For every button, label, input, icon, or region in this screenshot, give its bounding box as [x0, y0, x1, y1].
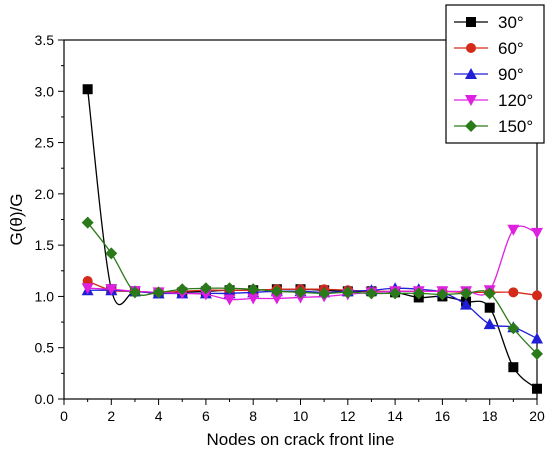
data-point	[81, 283, 94, 295]
data-point	[507, 322, 520, 335]
data-point	[412, 287, 425, 300]
legend-marker	[465, 120, 477, 132]
data-point	[341, 286, 354, 299]
legend-entry-1: 60°	[454, 39, 524, 58]
data-point	[389, 287, 402, 300]
data-point	[436, 288, 449, 301]
data-point	[223, 294, 236, 306]
data-point	[247, 283, 260, 296]
data-point	[152, 286, 165, 299]
data-point	[460, 287, 473, 300]
x-tick-label: 10	[293, 408, 309, 424]
x-tick-label: 0	[60, 408, 68, 424]
y-tick-label: 0.0	[35, 391, 55, 407]
x-axis: 0 2 4 6 8 10 12 14 16 18 20	[60, 399, 545, 424]
data-point	[531, 332, 543, 344]
x-tick-label: 14	[387, 408, 403, 424]
x-tick-label: 18	[482, 408, 498, 424]
legend-label: 60°	[498, 39, 524, 58]
data-point	[247, 293, 260, 305]
legend-entry-3: 120°	[454, 91, 533, 110]
x-tick-label: 8	[249, 408, 257, 424]
x-tick-label: 20	[529, 408, 545, 424]
legend-label: 30°	[498, 13, 524, 32]
data-point	[176, 283, 189, 296]
x-axis-title: Nodes on crack front line	[206, 430, 394, 449]
data-point	[270, 293, 283, 305]
data-point	[365, 287, 378, 300]
legend-label: 90°	[498, 65, 524, 84]
series-layer	[81, 84, 543, 394]
data-point	[532, 383, 542, 394]
legend-entry-2: 90°	[454, 65, 524, 84]
data-point	[483, 318, 496, 330]
y-tick-label: 2.0	[35, 186, 55, 202]
legend-marker	[465, 68, 477, 79]
data-point	[318, 287, 331, 300]
legend-label: 120°	[498, 91, 533, 110]
data-point	[507, 224, 520, 236]
series-4	[81, 216, 543, 360]
y-tick-label: 0.5	[35, 340, 55, 356]
data-point	[531, 347, 543, 360]
x-tick-label: 4	[155, 408, 163, 424]
data-point	[483, 287, 496, 300]
data-point	[270, 285, 283, 298]
legend-box	[445, 4, 545, 144]
data-point	[294, 286, 307, 299]
y-axis-title: G(θ)/G	[7, 194, 26, 246]
legend-marker	[466, 43, 476, 53]
data-point	[223, 282, 236, 295]
data-point	[81, 216, 94, 229]
x-tick-label: 6	[202, 408, 210, 424]
data-point	[128, 286, 141, 299]
data-point	[508, 287, 519, 298]
data-point	[484, 302, 495, 313]
legend-entry-4: 150°	[454, 117, 533, 136]
data-point	[531, 227, 543, 239]
data-point	[508, 362, 519, 373]
data-point	[82, 84, 93, 95]
data-point	[199, 282, 212, 295]
data-point	[532, 290, 542, 301]
legend-entry-0: 30°	[454, 13, 524, 32]
legend: 30° 60° 90° 120° 150°	[445, 4, 545, 144]
data-point	[105, 284, 118, 296]
data-point	[460, 298, 473, 310]
y-tick-label: 3.0	[35, 83, 55, 99]
y-tick-label: 2.5	[35, 135, 55, 151]
x-tick-label: 12	[340, 408, 356, 424]
legend-marker	[465, 95, 477, 106]
y-axis: 0.0 0.5 1.0 1.5 2.0 2.5 3.0 3.5	[35, 32, 64, 407]
y-tick-label: 1.0	[35, 288, 55, 304]
x-tick-label: 2	[107, 408, 115, 424]
y-tick-label: 3.5	[35, 32, 55, 48]
data-point	[105, 247, 118, 260]
data-point	[199, 289, 212, 301]
y-tick-label: 1.5	[35, 237, 55, 253]
x-tick-label: 16	[435, 408, 451, 424]
legend-label: 150°	[498, 117, 533, 136]
legend-marker	[466, 17, 476, 27]
